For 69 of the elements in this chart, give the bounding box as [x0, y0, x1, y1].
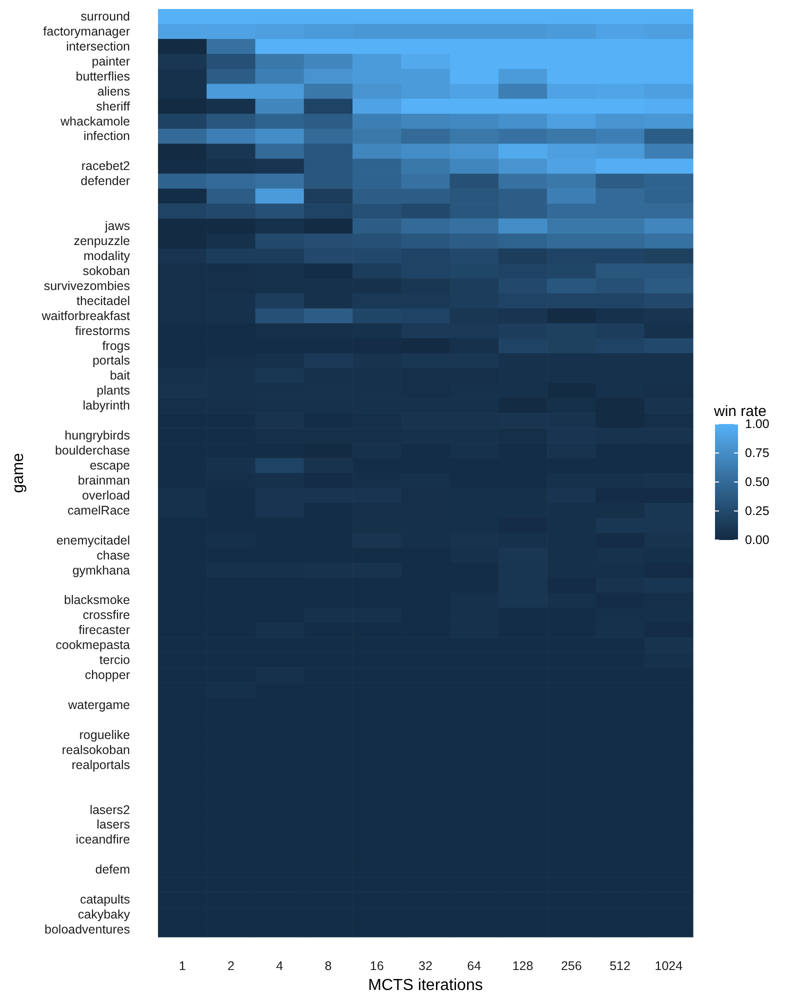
y-tick-label: overload	[82, 488, 130, 502]
y-tick-label: lasers2	[90, 802, 130, 817]
y-tick-label: crossfire	[82, 608, 130, 622]
x-tick-label: 512	[610, 959, 631, 973]
x-tick-label: 8	[324, 959, 332, 973]
y-tick-label: survivezombies	[44, 278, 130, 293]
y-tick-label: hungrybirds	[64, 428, 130, 443]
x-tick-label: 2	[227, 959, 234, 973]
y-tick-label: tercio	[99, 653, 130, 668]
color-bar-label: 0.75	[745, 446, 770, 460]
y-tick-label: firestorms	[75, 324, 130, 338]
y-tick-label: racebet2	[81, 159, 130, 174]
color-bar-title: win rate	[713, 403, 767, 420]
x-axis-title: MCTS iterations	[368, 977, 483, 994]
x-tick-label: 32	[418, 959, 432, 973]
y-tick-label: intersection	[66, 39, 130, 54]
y-tick-label: thecitadel	[76, 294, 130, 308]
y-tick-label: sokoban	[82, 264, 130, 278]
y-tick-label: watergame	[67, 698, 130, 712]
x-tick-label: 256	[560, 959, 582, 973]
y-tick-label: portals	[92, 354, 130, 368]
color-bar-label: 0.50	[745, 475, 770, 489]
x-tick-label: 64	[467, 959, 482, 973]
y-tick-label: realsokoban	[62, 742, 130, 757]
y-tick-label: plants	[96, 384, 130, 398]
y-tick-label: iceandfire	[76, 832, 130, 847]
color-bar-label: 0.00	[745, 533, 770, 547]
y-tick-label: defem	[95, 862, 130, 877]
y-tick-label: escape	[90, 458, 130, 473]
y-tick-label: sheriff	[96, 99, 131, 114]
y-tick-label: enemycitadel	[56, 533, 130, 548]
x-tick-label: 4	[276, 959, 284, 973]
y-tick-label: camelRace	[67, 503, 130, 518]
y-tick-label: roguelike	[79, 728, 130, 742]
y-tick-label: gymkhana	[72, 563, 130, 578]
y-tick-label: catapults	[80, 892, 130, 907]
y-tick-label: chopper	[84, 668, 130, 682]
y-tick-label: firecaster	[78, 623, 130, 638]
x-tick-label: 16	[370, 959, 384, 973]
y-tick-label: bait	[110, 368, 131, 383]
x-tick-label: 1	[178, 959, 186, 973]
y-tick-label: brainman	[78, 473, 130, 488]
y-tick-label: jaws	[104, 219, 130, 234]
y-tick-label: boulderchase	[54, 444, 130, 458]
y-tick-label: whackamole	[60, 114, 130, 128]
y-tick-label: surround	[80, 9, 130, 24]
color-bar-label: 1.00	[745, 417, 770, 431]
y-tick-label: aliens	[97, 84, 130, 98]
color-bar-label: 0.25	[745, 504, 770, 518]
y-tick-label: painter	[92, 54, 130, 68]
y-tick-label: zenpuzzle	[74, 234, 130, 248]
y-tick-label: frogs	[102, 338, 130, 353]
y-tick-label: waitforbreakfast	[40, 308, 131, 323]
y-tick-label: modality	[83, 248, 131, 263]
y-tick-label: butterflies	[76, 69, 130, 84]
y-tick-label: chase	[96, 548, 130, 562]
y-tick-label: factorymanager	[43, 24, 130, 38]
y-tick-label: lasers	[96, 818, 130, 832]
y-tick-label: realportals	[72, 758, 130, 772]
y-tick-label: boloadventures	[44, 922, 130, 937]
y-axis-title: game	[10, 452, 27, 494]
y-tick-label: blacksmoke	[64, 593, 130, 608]
y-tick-label: cakybaky	[78, 908, 131, 922]
x-tick-label: 128	[512, 959, 534, 973]
y-tick-label: cookmepasta	[56, 638, 130, 652]
y-tick-label: defender	[80, 174, 130, 188]
y-tick-label: infection	[83, 129, 130, 144]
x-tick-label: 1024	[654, 959, 683, 973]
y-tick-label: labyrinth	[82, 398, 130, 413]
